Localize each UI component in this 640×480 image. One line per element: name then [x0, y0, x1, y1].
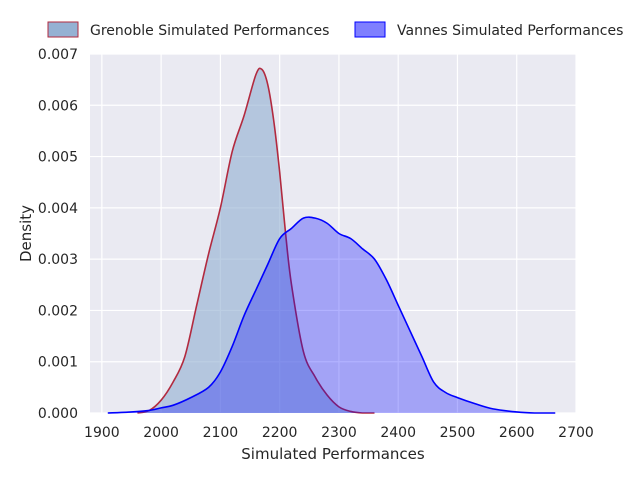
plot-background	[90, 54, 576, 413]
legend-swatch-1	[354, 21, 386, 38]
legend: Grenoble Simulated Performances Vannes Si…	[47, 21, 623, 39]
legend-swatch-0	[47, 21, 79, 38]
series-area-1	[107, 217, 556, 413]
x-tick-label: 2600	[499, 425, 535, 441]
x-axis-ticks: 1900 2000 2100 2200 2300 2400 2500 2600 2700	[84, 425, 594, 441]
y-tick-label: 0.005	[38, 150, 78, 166]
x-tick-label: 2700	[558, 425, 594, 441]
x-tick-label: 2200	[262, 425, 298, 441]
series-line-0	[137, 67, 375, 414]
legend-label-1: Vannes Simulated Performances	[397, 23, 623, 39]
y-tick-label: 0.007	[38, 47, 78, 63]
y-tick-label: 0.001	[38, 355, 78, 371]
y-tick-label: 0.002	[38, 303, 78, 319]
x-axis-label: Simulated Performances	[241, 445, 425, 463]
x-tick-label: 2000	[143, 425, 179, 441]
y-tick-label: 0.000	[38, 406, 78, 422]
series-line-1	[107, 216, 556, 414]
y-tick-label: 0.003	[38, 252, 78, 268]
y-tick-label: 0.006	[38, 98, 78, 114]
x-tick-label: 2500	[440, 425, 476, 441]
x-tick-label: 2300	[321, 425, 357, 441]
y-axis-label: Density	[17, 205, 35, 262]
y-axis-ticks: 0.000 0.001 0.002 0.003 0.004 0.005 0.006 0.007	[38, 47, 78, 422]
legend-label-0: Grenoble Simulated Performances	[90, 23, 329, 39]
x-tick-label: 1900	[84, 425, 120, 441]
x-tick-label: 2400	[380, 425, 416, 441]
y-tick-label: 0.004	[38, 201, 78, 217]
series-area-0	[137, 68, 375, 413]
x-tick-label: 2100	[203, 425, 239, 441]
series-layer	[107, 67, 556, 414]
